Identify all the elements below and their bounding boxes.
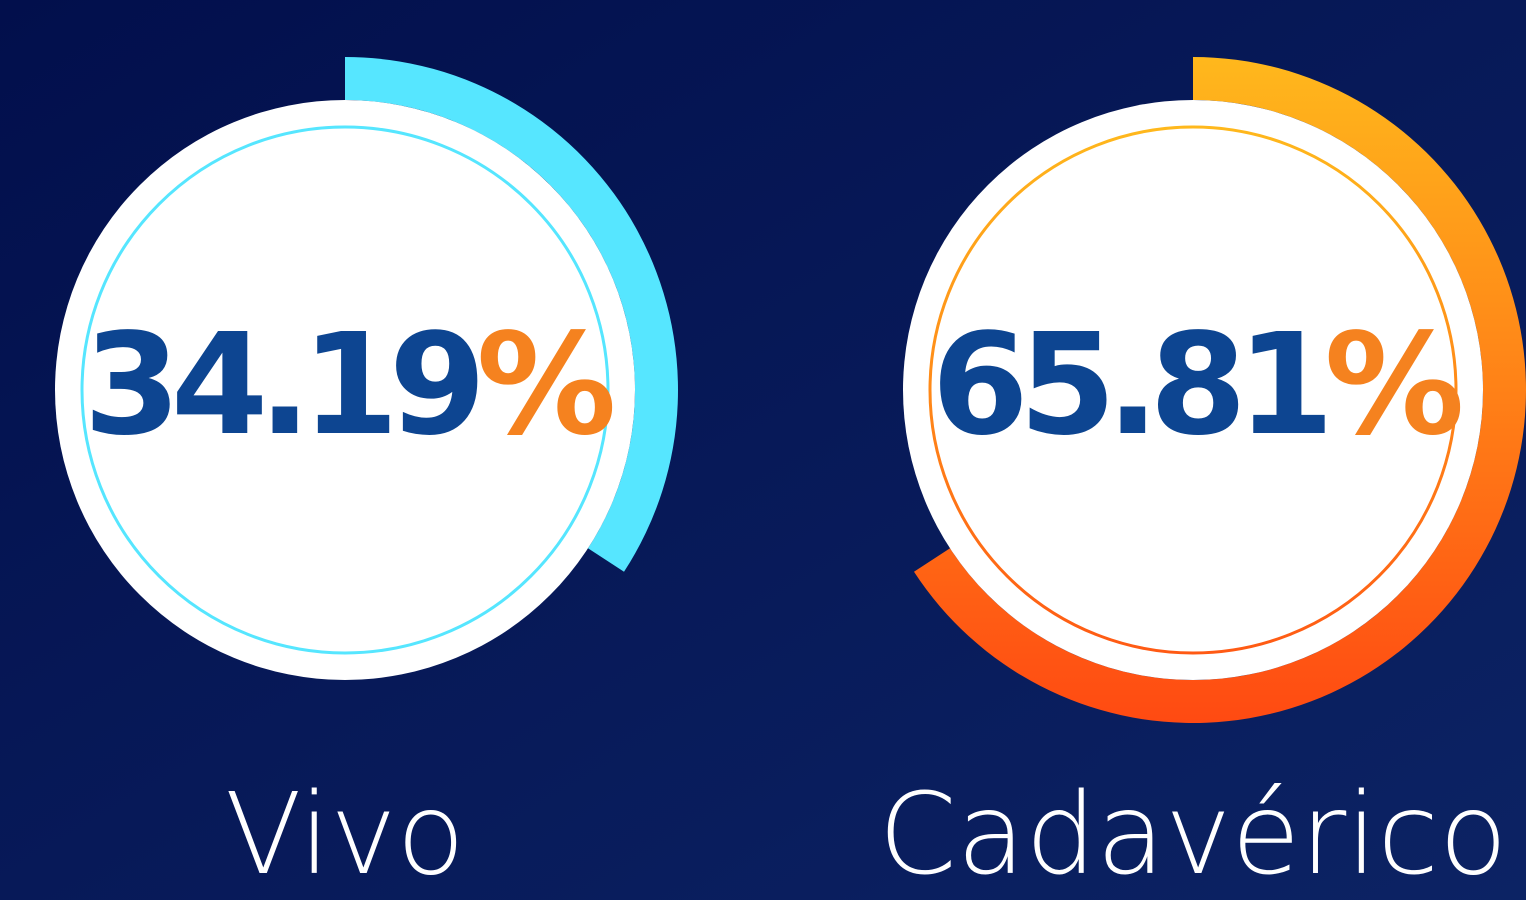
gauge-value: 34.19% [83, 304, 612, 467]
gauge-arc [345, 57, 679, 572]
value-unit: % [476, 304, 612, 467]
value-number: 34.19 [83, 304, 477, 467]
gauge-label: Vivo [225, 770, 465, 900]
value-unit: % [1324, 304, 1460, 467]
gauge-ring [80, 125, 610, 655]
gauge-label: Cadavérico [878, 770, 1507, 900]
gauge-disc [55, 100, 635, 680]
gauge-value: 65.81% [931, 304, 1460, 467]
gauge-ring [928, 125, 1458, 655]
gauge-disc [903, 100, 1483, 680]
value-number: 65.81 [931, 304, 1324, 467]
